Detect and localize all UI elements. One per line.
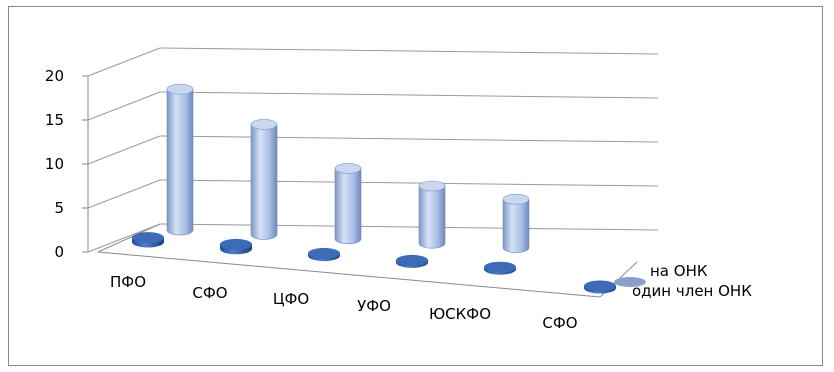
gridline-back (159, 91, 659, 99)
bar-odin-chlen-onk-top (308, 247, 340, 259)
y-axis-ticks: 0 5 10 15 20 (45, 67, 64, 261)
bar-na-onk (334, 168, 362, 245)
gridline-left (87, 223, 161, 253)
gridline-back (159, 47, 659, 55)
bar-na-onk-top (250, 119, 278, 130)
series-depth-label: один член ОНК (632, 282, 752, 300)
bar-na-onk (614, 277, 646, 287)
x-tick-label: УФО (357, 297, 391, 315)
floor-front-edge (97, 251, 601, 298)
bar-na-onk (250, 124, 278, 240)
x-tick-label: СФО (192, 284, 227, 302)
gridline-back (159, 223, 659, 231)
bar-odin-chlen-onk-top (484, 261, 516, 273)
bar-na-onk (418, 185, 446, 249)
y-tick-label: 5 (54, 199, 64, 217)
bar-odin-chlen-onk-top (132, 232, 164, 244)
gridline-left (87, 179, 161, 209)
y-tick-label: 20 (45, 67, 64, 85)
bar-na-onk-top (166, 83, 194, 95)
y-tick-label: 0 (54, 243, 64, 261)
y-tick-label: 15 (45, 111, 64, 129)
bar-odin-chlen-onk-top (220, 238, 252, 250)
y-tick-label: 10 (45, 155, 64, 173)
floor-left-edge (97, 223, 161, 253)
bar-na-onk-top (502, 193, 530, 205)
bar-odin-chlen-onk-top (396, 254, 428, 266)
x-tick-label: ЮСКФО (429, 305, 491, 323)
x-tick-label: ПФО (110, 273, 146, 291)
bar-na-onk-top (418, 180, 446, 192)
back-series-group (166, 83, 646, 287)
gridline-back (159, 135, 659, 143)
bar-na-onk-top (334, 163, 362, 174)
gridline-left (87, 47, 161, 77)
gridlines (82, 47, 659, 253)
series-depth-label: на ОНК (650, 262, 708, 280)
series-depth-labels: на ОНК один член ОНК (632, 262, 752, 300)
x-axis-ticks: ПФО СФО ЦФО УФО ЮСКФО СФО (110, 273, 578, 332)
bar-odin-chlen-onk-top (584, 280, 616, 292)
front-series-group (132, 232, 616, 294)
x-tick-label: СФО (542, 314, 577, 332)
gridline-back (159, 179, 659, 187)
bar-na-onk (166, 88, 194, 236)
bar-na-onk (502, 198, 530, 253)
x-tick-label: ЦФО (273, 290, 309, 308)
gridline-left (87, 91, 161, 121)
gridline-left (87, 135, 161, 165)
